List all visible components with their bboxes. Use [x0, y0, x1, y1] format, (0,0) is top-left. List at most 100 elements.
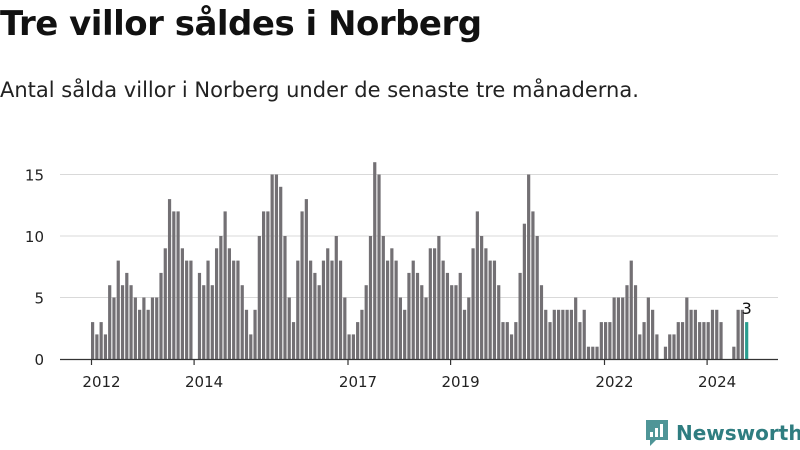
newsworthy-logo-icon — [646, 420, 668, 446]
bar — [403, 309, 407, 359]
bar — [180, 248, 184, 359]
bar — [351, 334, 355, 359]
bar — [394, 260, 398, 359]
bar — [330, 260, 334, 359]
bar — [586, 346, 591, 359]
bar — [621, 297, 625, 359]
bar — [99, 322, 103, 359]
bar — [159, 272, 163, 359]
bar — [356, 322, 360, 359]
bar — [138, 309, 142, 359]
brand-name: Newsworthy — [676, 421, 800, 445]
bar — [360, 309, 364, 359]
bar — [244, 309, 249, 359]
bar — [368, 236, 373, 359]
bar — [548, 322, 552, 359]
bar — [655, 334, 659, 359]
bar — [505, 322, 509, 359]
bar — [424, 297, 428, 359]
bar — [210, 285, 214, 359]
bar — [680, 322, 685, 359]
bar — [663, 346, 668, 359]
bar — [214, 248, 219, 359]
x-tick-label: 2024 — [698, 373, 736, 391]
bar — [219, 236, 223, 359]
bar — [150, 297, 155, 359]
bar — [685, 297, 689, 359]
bar — [347, 334, 351, 359]
bars — [91, 162, 749, 359]
bar — [274, 174, 279, 359]
bar — [672, 334, 676, 359]
bar — [91, 322, 95, 359]
bar — [450, 285, 454, 359]
bar — [133, 297, 137, 359]
bar — [740, 309, 744, 359]
bar — [514, 322, 518, 359]
bar — [321, 260, 326, 359]
bar — [428, 248, 432, 359]
bar — [715, 309, 719, 359]
bar — [710, 309, 715, 359]
bar — [326, 248, 330, 359]
bar — [454, 285, 458, 359]
bar — [475, 211, 479, 359]
bar — [381, 236, 385, 359]
bar — [236, 260, 240, 359]
bar — [253, 309, 257, 359]
bar — [377, 174, 381, 359]
bar — [736, 309, 740, 359]
y-tick-label: 10 — [25, 228, 44, 246]
bar — [689, 309, 693, 359]
x-tick-label: 2014 — [185, 373, 223, 391]
bar — [651, 309, 655, 359]
bar — [535, 236, 539, 359]
bar — [270, 174, 274, 359]
bar — [232, 260, 236, 359]
bar — [633, 285, 638, 359]
bar — [142, 297, 146, 359]
y-tick-label: 5 — [34, 290, 44, 308]
bar — [95, 334, 99, 359]
bar — [176, 211, 180, 359]
bar — [539, 285, 544, 359]
bar — [625, 285, 629, 359]
bar — [676, 322, 680, 359]
bar — [441, 260, 445, 359]
x-tick-label: 2017 — [339, 373, 377, 391]
bar — [185, 260, 189, 359]
bar — [300, 211, 304, 359]
page-title: Tre villor såldes i Norberg — [0, 4, 482, 44]
bar — [642, 322, 646, 359]
bar — [189, 260, 193, 359]
bar — [398, 297, 402, 359]
y-tick-label: 15 — [25, 167, 44, 185]
bar — [411, 260, 415, 359]
bar — [616, 297, 621, 359]
bar — [698, 322, 702, 359]
bar — [556, 309, 561, 359]
bar — [120, 285, 125, 359]
bar — [334, 236, 338, 359]
x-tick-label: 2022 — [595, 373, 633, 391]
bar — [291, 322, 296, 359]
bar — [612, 297, 616, 359]
bar — [407, 272, 411, 359]
bar — [668, 334, 672, 359]
bar — [497, 285, 501, 359]
bar — [390, 248, 394, 359]
bar — [492, 260, 497, 359]
bar — [313, 272, 317, 359]
bar — [604, 322, 608, 359]
y-tick-label: 0 — [34, 351, 44, 369]
bar — [227, 248, 231, 359]
x-tick-label: 2019 — [442, 373, 480, 391]
bar — [257, 236, 261, 359]
bar — [317, 285, 321, 359]
bar — [373, 162, 377, 359]
bar — [467, 297, 471, 359]
bar — [646, 297, 650, 359]
bar — [296, 260, 300, 359]
data-label: 3 — [742, 299, 752, 318]
